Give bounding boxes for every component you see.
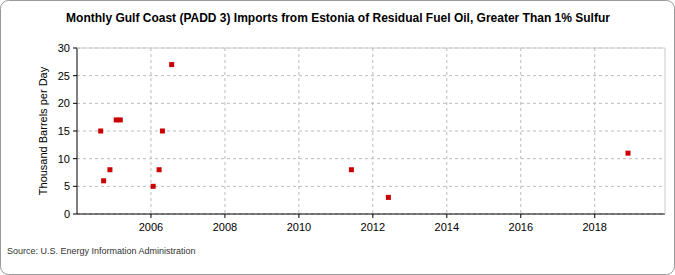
plot-frame [665, 48, 666, 214]
tick-mark [224, 214, 225, 218]
tick-label: 0 [64, 208, 70, 220]
points [98, 62, 630, 200]
tick-mark [73, 48, 77, 49]
point [626, 151, 631, 156]
tick-mark [594, 214, 595, 218]
grid-line [77, 48, 665, 49]
point [386, 195, 391, 200]
point [151, 184, 156, 189]
y-axis [77, 48, 78, 214]
tick-label: 30 [58, 42, 70, 54]
grid-line [446, 48, 447, 214]
title: Monthly Gulf Coast (PADD 3) Imports from… [66, 11, 610, 25]
grid-line [77, 214, 665, 215]
tick-label: 2006 [139, 221, 163, 233]
chart: Monthly Gulf Coast (PADD 3) Imports from… [0, 0, 675, 275]
grid-line [77, 75, 665, 76]
tick-label: 2016 [509, 221, 533, 233]
grid-line [77, 158, 665, 159]
grid-line [224, 48, 225, 214]
point [160, 129, 165, 134]
tick-mark [73, 131, 77, 132]
grid-line [77, 186, 665, 187]
point [169, 62, 174, 67]
point [98, 129, 103, 134]
grid-line [372, 48, 373, 214]
y-axis-label: Thousand Barrels per Day [37, 66, 49, 195]
plot-frame [77, 48, 665, 49]
tick-label: 5 [64, 180, 70, 192]
grid-line [150, 48, 151, 214]
point [349, 167, 354, 172]
grid-line [77, 103, 665, 104]
point [157, 167, 162, 172]
tick-mark [73, 103, 77, 104]
grid-line [298, 48, 299, 214]
tick-label: 20 [58, 97, 70, 109]
tick-label: 15 [58, 125, 70, 137]
grid-line [594, 48, 595, 214]
tick-mark [298, 214, 299, 218]
tick-mark [73, 158, 77, 159]
tick-label: 2014 [435, 221, 459, 233]
tick-mark [73, 214, 77, 215]
source: Source: U.S. Energy Information Administ… [7, 246, 196, 256]
tick-label: 2012 [361, 221, 385, 233]
tick-label: 25 [58, 70, 70, 82]
tick-mark [372, 214, 373, 218]
tick-mark [73, 75, 77, 76]
tick-mark [73, 186, 77, 187]
tick-mark [446, 214, 447, 218]
grid-line [77, 131, 665, 132]
chart-border [1, 1, 675, 275]
grid-line [520, 48, 521, 214]
tick-label: 2018 [582, 221, 606, 233]
point [101, 178, 106, 183]
point [107, 167, 112, 172]
tick-mark [150, 214, 151, 218]
tick-label: 2010 [287, 221, 311, 233]
point [118, 117, 123, 122]
tick-label: 10 [58, 153, 70, 165]
tick-label: 2008 [213, 221, 237, 233]
tick-mark [520, 214, 521, 218]
x-axis [77, 214, 665, 215]
